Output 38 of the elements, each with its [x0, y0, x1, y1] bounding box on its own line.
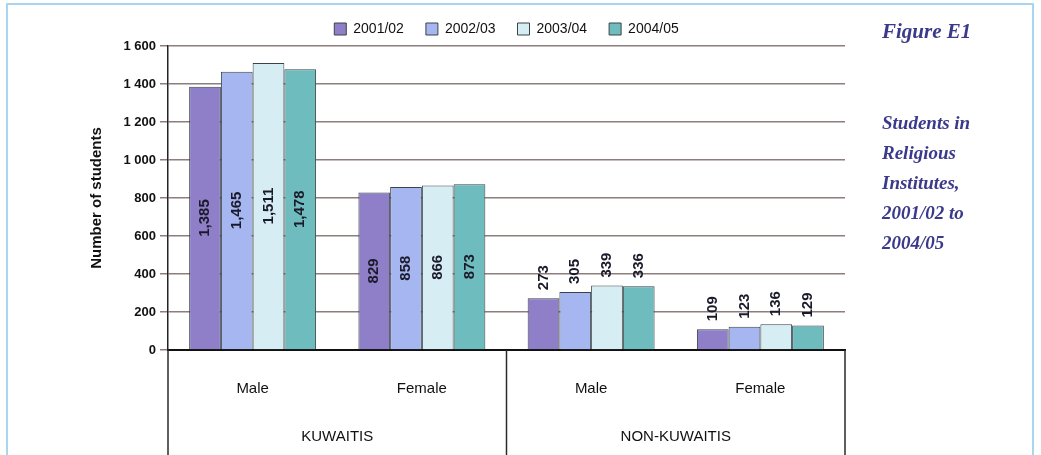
text: Figure E1	[882, 18, 973, 45]
legend-label: 2004/05	[628, 19, 679, 36]
text: NON-KUWAITIS	[620, 427, 731, 445]
y-tick-label: 200	[134, 303, 156, 319]
data-label: 336	[628, 253, 646, 279]
data-label: 123	[734, 293, 752, 319]
legend-label: 2002/03	[444, 19, 496, 36]
y-tick-label: 1 200	[123, 113, 156, 129]
data-label: 109	[702, 296, 720, 322]
data-label: 136	[766, 291, 784, 317]
y-tick-label: 1 600	[123, 37, 156, 53]
y-tick-label: 1 000	[123, 151, 156, 167]
data-label: 858	[396, 255, 414, 281]
y-tick-label: 400	[134, 265, 156, 281]
x-tick-label: Female	[735, 379, 786, 397]
x-tick-label: Female	[396, 379, 447, 397]
data-label: 305	[565, 259, 583, 285]
data-label: 866	[427, 254, 445, 280]
data-label: 829	[364, 258, 382, 284]
data-label: 873	[459, 254, 477, 280]
text: Students in Religious Institutes, 2001/02 to 2004/05	[882, 111, 972, 255]
legend-label: 2001/02	[353, 19, 405, 36]
y-tick-label: 1 400	[123, 75, 156, 91]
data-label: 1,511	[258, 187, 276, 225]
y-axis-title: Number of students	[87, 127, 105, 269]
legend-label: 2003/04	[536, 19, 588, 36]
y-tick-label: 600	[134, 227, 156, 243]
data-label: 1,478	[290, 190, 308, 228]
text: KUWAITIS	[301, 427, 374, 445]
data-label: 1,385	[195, 199, 213, 237]
data-label: 129	[798, 292, 816, 318]
x-tick-label: Male	[574, 379, 608, 397]
x-tick-label: Male	[236, 379, 269, 397]
data-label: 273	[533, 265, 551, 291]
y-tick-label: 0	[148, 341, 156, 357]
data-label: 1,465	[226, 191, 244, 230]
data-label: 339	[597, 252, 615, 278]
y-tick-label: 800	[134, 189, 156, 205]
